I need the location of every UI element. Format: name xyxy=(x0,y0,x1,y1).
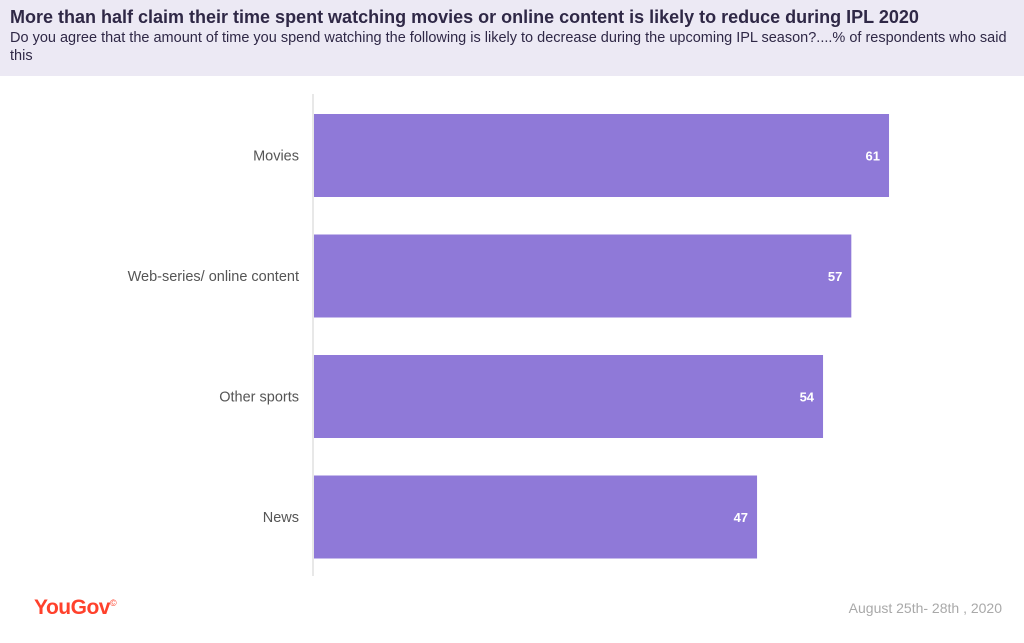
bar-chart: Movies 61 Web-series/ online content 57 Othe… xyxy=(128,94,890,576)
yougov-logo: YouGov© xyxy=(34,596,117,620)
category-label-web-series-online-content: Web-series/ online content xyxy=(128,269,299,285)
bar-web-series-online-content xyxy=(314,234,852,318)
bar-other-sports xyxy=(314,355,824,438)
chart-title: More than half claim their time spent wa… xyxy=(10,7,919,27)
value-label-web-series-online-content: 57 xyxy=(828,269,842,284)
chart-subtitle: Do you agree that the amount of time you… xyxy=(10,30,1007,64)
value-label-movies: 61 xyxy=(866,149,880,164)
logo-text: YouGov xyxy=(34,596,110,619)
chart-area: Movies 61 Web-series/ online content 57 Othe… xyxy=(0,76,1024,643)
category-label-movies: Movies xyxy=(253,149,299,165)
survey-date: August 25th- 28th , 2020 xyxy=(848,600,1002,616)
value-label-news: 47 xyxy=(734,510,748,525)
value-label-other-sports: 54 xyxy=(800,390,815,405)
chart-header: More than half claim their time spent wa… xyxy=(0,0,1024,76)
category-label-other-sports: Other sports xyxy=(219,390,299,406)
category-label-news: News xyxy=(263,510,299,526)
logo-mark: © xyxy=(109,598,117,608)
bar-news xyxy=(314,475,758,559)
bar-movies xyxy=(314,114,890,197)
